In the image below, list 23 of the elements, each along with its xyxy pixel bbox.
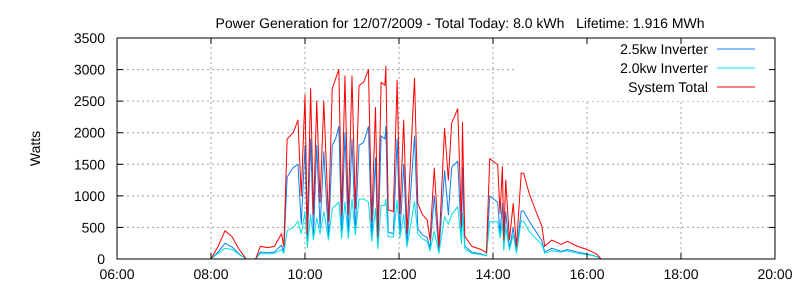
legend-label: 2.0kw Inverter: [620, 60, 708, 76]
chart-title: Power Generation for 12/07/2009 - Total Today: 8.0 kWh Lifetime: 1.916 MWh: [216, 15, 704, 31]
legend-label: System Total: [628, 79, 708, 95]
x-tick-label: 12:00: [381, 266, 417, 282]
x-tick-label: 18:00: [663, 266, 699, 282]
y-tick-label: 0: [97, 251, 106, 267]
x-tick-label: 06:00: [99, 266, 135, 282]
y-tick-label: 1500: [74, 156, 106, 172]
line-series: [210, 198, 602, 260]
x-tick-label: 20:00: [757, 266, 793, 282]
y-tick-label: 500: [82, 219, 106, 236]
y-tick-label: 2000: [74, 124, 106, 141]
x-tick-label: 10:00: [287, 266, 323, 282]
y-tick-label: 2500: [74, 93, 106, 110]
x-tick-label: 16:00: [569, 266, 605, 282]
x-tick-label: 08:00: [193, 266, 229, 282]
x-tick-label: 14:00: [475, 266, 511, 282]
y-tick-label: 1000: [74, 188, 106, 204]
y-tick-label: 3000: [74, 62, 106, 78]
line-series: [210, 66, 602, 260]
y-axis-title: Watts: [27, 130, 43, 166]
legend-label: 2.5kw Inverter: [620, 41, 708, 57]
y-tick-label: 3500: [74, 30, 106, 46]
